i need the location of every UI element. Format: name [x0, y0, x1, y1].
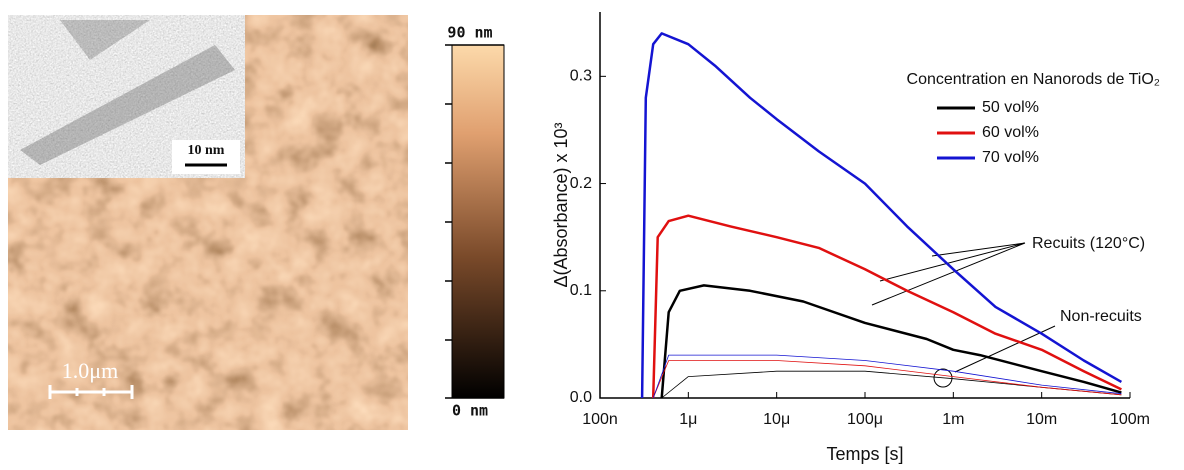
- series-line: [640, 32, 1123, 399]
- nanorod: [60, 20, 150, 60]
- circle-marker: [933, 368, 953, 388]
- scale-bar: [48, 385, 134, 399]
- legend-label: 60 vol%: [982, 124, 1039, 141]
- annotation: Recuits (120°C): [1032, 235, 1145, 252]
- y-tick-label: 0.3: [570, 68, 592, 85]
- series-line: [651, 214, 1122, 399]
- x-tick-label: 1m: [942, 411, 964, 428]
- x-tick-label: 100μ: [847, 411, 883, 428]
- inset-scale: 10 nm: [188, 143, 225, 158]
- arrows: [871, 242, 1056, 373]
- y-tick-label: 0.2: [570, 175, 592, 192]
- x-axis-label: Temps [s]: [826, 444, 903, 464]
- colorbar-ticks: [445, 44, 504, 399]
- scale-label: 1.0μm: [62, 358, 118, 383]
- series-line: [660, 284, 1122, 399]
- x-tick-label: 10m: [1026, 411, 1057, 428]
- x-tick-label: 10μ: [763, 411, 790, 428]
- legend-label: 70 vol%: [982, 149, 1039, 166]
- colorbar: [451, 44, 505, 399]
- annotation: Non-recuits: [1060, 308, 1142, 325]
- series-line: [652, 354, 1122, 399]
- inset-label-box: [172, 140, 240, 174]
- colorbar-min: 0 nm: [452, 402, 488, 420]
- x-tick-label: 100m: [1110, 411, 1150, 428]
- series-line: [652, 360, 1122, 399]
- colorbar-max: 90 nm: [447, 24, 492, 42]
- x-tick-label: 100n: [582, 411, 618, 428]
- y-tick-label: 0.1: [570, 282, 592, 299]
- nanorod: [20, 45, 235, 165]
- y-tick-label: 0.0: [570, 389, 592, 406]
- y-axis-label: Δ(Absorbance) x 10³: [551, 122, 571, 287]
- legend-title: Concentration en Nanorods de TiO₂: [907, 71, 1160, 88]
- legend-label: 50 vol%: [982, 99, 1039, 116]
- x-tick-label: 1μ: [679, 411, 697, 428]
